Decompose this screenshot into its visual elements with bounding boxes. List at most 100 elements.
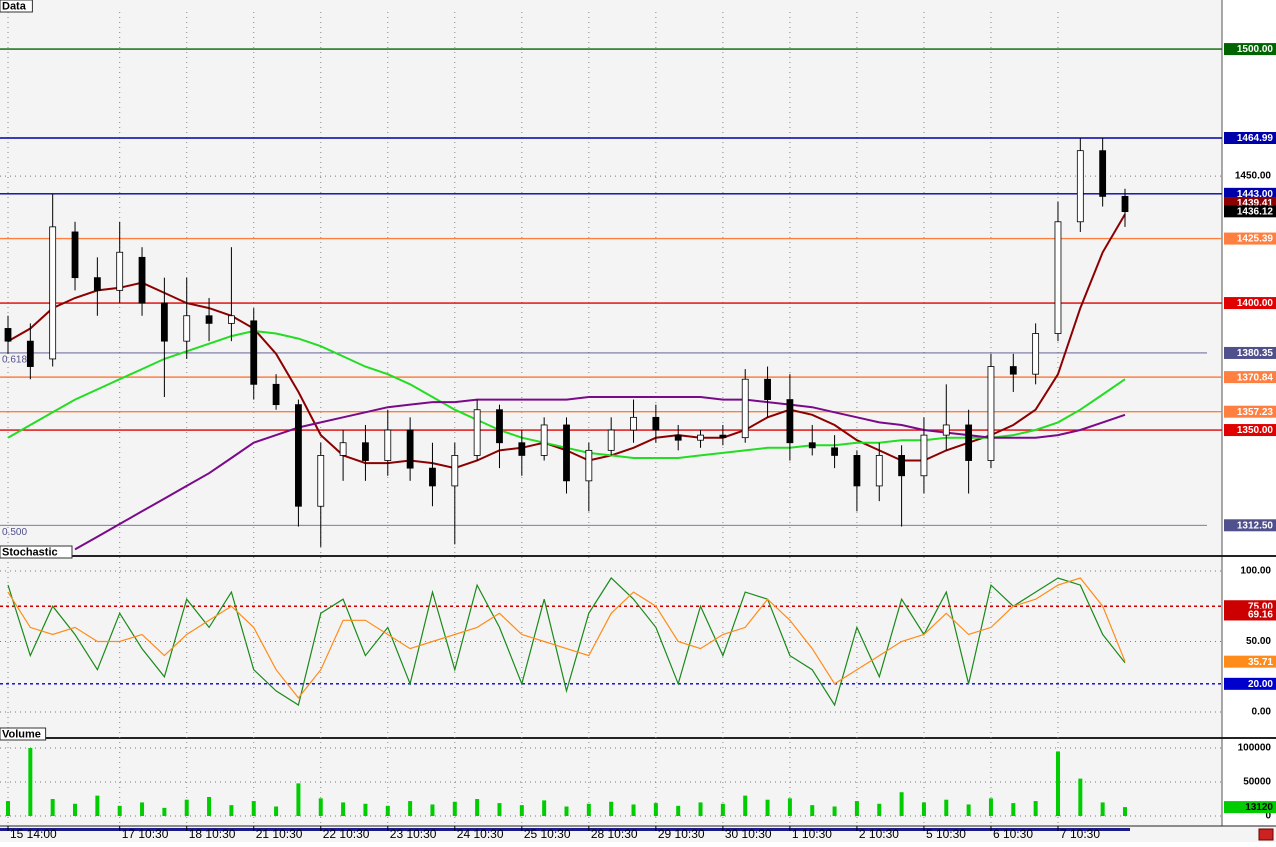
stochastic-line <box>7 577 1126 707</box>
volume-bar <box>564 806 569 817</box>
candle-body <box>585 449 593 482</box>
scroll-button[interactable] <box>1258 828 1274 841</box>
candle-body <box>451 455 459 487</box>
x-tick-label: 5 10:30 <box>926 827 966 841</box>
volume-bar <box>475 799 480 817</box>
candle-body <box>4 328 12 342</box>
price-tag-label: 1443.00 <box>1237 189 1274 200</box>
panel-title-box <box>0 0 33 13</box>
volume-bar <box>899 792 904 817</box>
volume-bar <box>73 803 78 817</box>
y-tick-label: 50000 <box>1243 777 1271 788</box>
x-tick-label: 23 10:30 <box>390 827 437 841</box>
volume-bar <box>988 798 993 817</box>
candle-body <box>227 315 235 324</box>
fib-label: 0.500 <box>2 527 27 538</box>
volume-bar <box>542 800 547 817</box>
volume-bar <box>50 799 55 817</box>
price-tag <box>1224 655 1276 668</box>
volume-bar <box>6 801 10 817</box>
x-tick-label: 17 10:30 <box>122 827 169 841</box>
volume-bar <box>363 803 368 817</box>
price-tag <box>1224 371 1276 384</box>
volume-bar <box>653 803 658 817</box>
x-tick-label: 28 10:30 <box>591 827 638 841</box>
volume-bar <box>207 796 212 817</box>
volume-bar <box>430 804 435 817</box>
volume-bar <box>1100 802 1105 817</box>
volume-bar <box>810 805 815 817</box>
price-tag-label: 1357.23 <box>1237 407 1274 418</box>
panel-title: Data <box>2 0 27 12</box>
x-tick-label: 25 10:30 <box>524 827 571 841</box>
price-tag-label: 1370.84 <box>1237 372 1274 383</box>
volume-bar <box>676 805 681 817</box>
price-tag <box>1224 205 1276 218</box>
volume-bar <box>28 748 33 817</box>
candle-body <box>1076 150 1084 223</box>
y-tick-label: 100000 <box>1238 743 1272 754</box>
candle-body <box>697 434 704 441</box>
volume-bar <box>832 806 837 817</box>
volume-bar <box>452 801 457 817</box>
panel-title-box <box>0 727 47 741</box>
x-tick-label: 29 10:30 <box>658 827 705 841</box>
candle-body <box>630 416 637 431</box>
x-tick-label: 21 10:30 <box>256 827 303 841</box>
volume-bar <box>162 807 167 817</box>
candle-body <box>607 429 615 451</box>
volume-bar <box>743 795 748 817</box>
volume-bar <box>408 801 413 817</box>
y-tick-label: 50.00 <box>1246 636 1271 647</box>
candle-body <box>429 467 436 487</box>
x-tick-label: 24 10:30 <box>457 827 504 841</box>
price-tag-label: 13120 <box>1245 802 1273 813</box>
candle-body <box>898 455 905 477</box>
candle-body <box>808 442 816 449</box>
moving-average <box>74 396 1126 551</box>
price-tag-label: 35.71 <box>1248 657 1273 668</box>
volume-bar <box>854 801 859 817</box>
price-tag-label: 1464.99 <box>1237 133 1274 144</box>
volume-bar <box>184 799 189 817</box>
volume-bar <box>787 798 792 817</box>
x-tick-label: 7 10:30 <box>1060 827 1100 841</box>
x-tick-label: 22 10:30 <box>323 827 370 841</box>
candle-body <box>250 320 258 385</box>
candle-body <box>1054 221 1062 334</box>
candle-body <box>719 434 727 439</box>
candle-body <box>786 399 794 444</box>
price-tag <box>1224 608 1276 621</box>
candle-body <box>496 409 503 444</box>
price-tag-label: 1312.50 <box>1237 520 1274 531</box>
price-tag-label: 1380.35 <box>1237 348 1274 359</box>
price-tag <box>1224 187 1276 200</box>
volume-bar <box>609 801 614 817</box>
candle-body <box>160 302 168 342</box>
candle-body <box>563 424 570 482</box>
candle-body <box>764 378 771 400</box>
y-tick-label: 0.00 <box>1252 707 1272 718</box>
price-tag-label: 1425.39 <box>1237 234 1274 245</box>
price-tag <box>1224 424 1276 437</box>
price-tag <box>1224 232 1276 245</box>
candle-body <box>93 277 101 291</box>
candle-body <box>406 429 414 469</box>
volume-bar <box>1011 803 1016 817</box>
price-tag-label: 69.16 <box>1248 610 1273 621</box>
price-tag-label: 1500.00 <box>1237 44 1274 55</box>
volume-bar <box>877 803 882 817</box>
candle-body <box>518 442 526 456</box>
candle-body <box>26 340 34 367</box>
price-tag-label: 1436.12 <box>1237 206 1274 217</box>
candle-body <box>942 424 950 436</box>
candle-body <box>138 256 146 304</box>
volume-bar <box>1055 751 1060 817</box>
candle-body <box>920 434 928 477</box>
volume-bar <box>765 799 770 817</box>
candle-body <box>183 315 191 342</box>
volume-bar <box>318 798 323 817</box>
volume-bar <box>229 805 234 817</box>
price-tag <box>1224 43 1276 56</box>
